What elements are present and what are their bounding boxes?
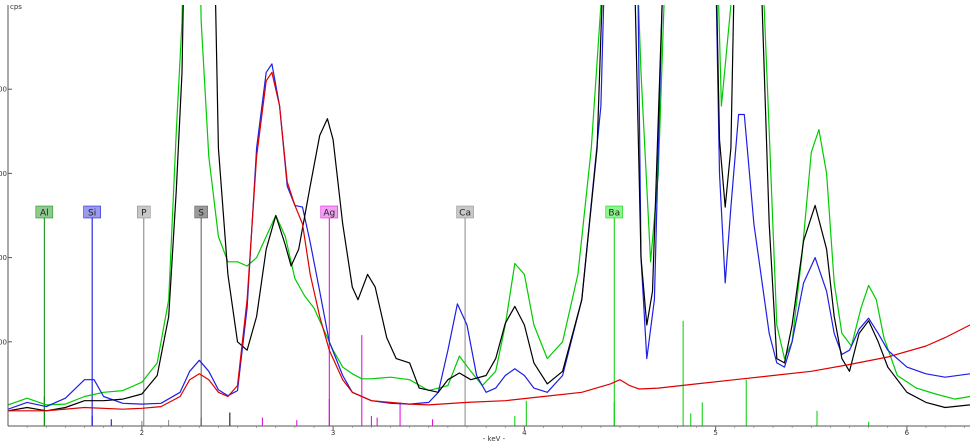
x-tick-label: 4 <box>522 429 527 437</box>
element-marker-box-si[interactable] <box>83 205 101 219</box>
element-marker-label-ba: Ba <box>608 209 620 219</box>
y-tick-label: 300 <box>0 170 7 178</box>
spectrum-series-2 <box>8 5 970 410</box>
spectrum-series-3 <box>8 5 970 412</box>
element-marker-label-si: Si <box>88 209 96 219</box>
x-tick-label: 6 <box>905 429 910 437</box>
element-marker-box-al[interactable] <box>35 205 54 219</box>
spectrum-series-4 <box>8 71 970 412</box>
element-marker-label-al: Al <box>40 209 49 219</box>
element-marker-label-s: S <box>198 209 204 219</box>
element-marker-label-p: P <box>141 209 147 219</box>
spectrum-series-1 <box>8 5 970 406</box>
x-axis-label: - keV - <box>483 435 506 443</box>
x-tick-label: 2 <box>140 429 144 437</box>
x-tick-label: 5 <box>713 429 717 437</box>
element-marker-box-ca[interactable] <box>456 205 474 219</box>
element-marker-box-ag[interactable] <box>320 205 339 219</box>
y-tick-label: 400 <box>0 86 7 94</box>
element-marker-box-s[interactable] <box>194 205 208 219</box>
element-marker-box-ba[interactable] <box>605 205 624 219</box>
element-marker-box-p[interactable] <box>137 205 151 219</box>
element-marker-label-ag: Ag <box>323 209 335 219</box>
plot-background <box>8 5 970 426</box>
y-tick-label: 200 <box>0 254 7 262</box>
y-axis-label: cps <box>10 3 22 11</box>
y-tick-label: 100 <box>0 338 7 346</box>
element-marker-label-ca: Ca <box>459 209 471 219</box>
x-tick-label: 3 <box>331 429 335 437</box>
